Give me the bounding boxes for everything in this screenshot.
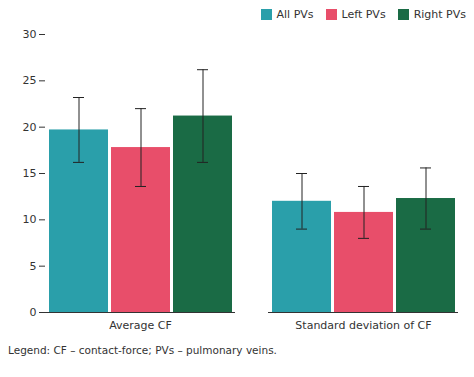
svg-text:15: 15 — [23, 167, 37, 180]
svg-text:Standard deviation of CF: Standard deviation of CF — [295, 319, 431, 332]
svg-text:10: 10 — [23, 213, 37, 226]
svg-text:25: 25 — [23, 74, 37, 87]
html-text:Legend: CF – contact-force; PV: Legend: CF – contact-force; PVs – pulmon… — [8, 344, 277, 356]
svg-text:20: 20 — [23, 121, 37, 134]
html-text:Left PVs: Left PVs — [341, 7, 386, 21]
svg-text:5: 5 — [30, 260, 37, 273]
svg-text:0: 0 — [30, 306, 37, 319]
html-text:Right PVs: Right PVs — [413, 7, 466, 21]
svg-text:30: 30 — [23, 28, 37, 41]
svg-text:Average CF: Average CF — [109, 319, 172, 332]
html-text:All PVs: All PVs — [276, 7, 314, 21]
